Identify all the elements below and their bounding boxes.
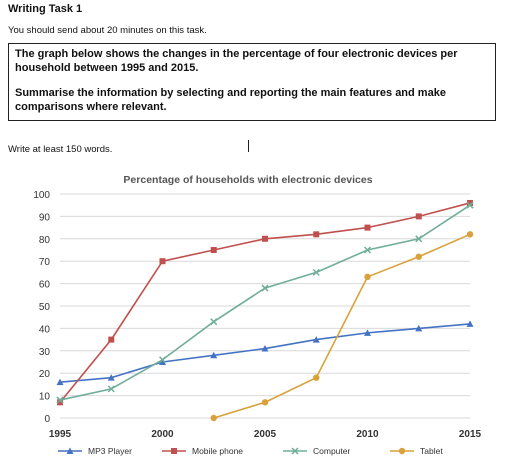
data-point-mp3-player-5 [312,336,320,343]
data-point-computer-5 [312,268,320,276]
data-point-mp3-player-0 [56,378,64,386]
data-point-tablet-4 [261,399,269,406]
data-point-computer-0 [56,396,64,404]
chart-grid [60,193,470,419]
data-point-mp3-player-1 [107,374,115,381]
x-tick-label-2005: 2005 [254,429,277,440]
data-point-mp3-player-4 [261,345,269,352]
data-point-mobile-phone-4 [262,235,268,242]
x-tick-label-2000: 2000 [151,429,174,440]
data-point-mp3-player-8 [466,320,474,327]
data-point-computer-8 [466,201,474,209]
y-tick-label-60: 60 [39,280,51,291]
data-point-tablet-7 [415,253,422,260]
data-point-mp3-player-7 [415,324,423,332]
y-tick-label-70: 70 [39,257,51,268]
chart-title: Percentage of households with electronic… [123,174,372,186]
series-line-computer [59,204,471,401]
data-point-tablet-8 [466,231,474,238]
y-tick-label-30: 30 [39,347,51,358]
data-point-mp3-player-6 [364,329,371,336]
y-tick-label-40: 40 [39,324,51,335]
data-point-mobile-phone-2 [159,258,166,265]
legend-label-computer: Computer [313,446,350,456]
data-point-mobile-phone-7 [415,213,422,220]
prompt-line-1: The graph below shows the changes in the… [15,48,458,60]
prompt-line-5: comparisons where relevant. [15,101,167,113]
legend-marker-computer [291,447,299,455]
data-point-mp3-player-3 [210,351,218,359]
data-point-tablet-6 [364,273,371,281]
data-point-mp3-player-2 [159,358,166,365]
chart-series [56,199,474,422]
legend-marker-mp3-player [66,447,74,454]
legend-marker-tablet [398,447,406,455]
data-point-mobile-phone-8 [467,199,473,206]
data-point-computer-6 [363,246,372,254]
y-tick-label-80: 80 [39,235,51,246]
series-line-tablet [213,233,471,419]
task-intro: You should send about 20 minutes on this… [8,25,207,36]
task-title: Writing Task 1 [8,3,83,15]
legend-label-mp3-player: MP3 Player [88,446,132,456]
data-point-mobile-phone-3 [210,247,217,253]
data-point-mobile-phone-0 [57,399,63,406]
y-tick-label-10: 10 [39,392,51,403]
chart-legend: MP3 Player Mobile phone Computer Tablet [58,446,443,456]
chart-axes: 0 10 20 30 40 50 60 70 80 90 100 1995 2000 2005 2010 20… [33,190,481,440]
legend-marker-mobile-phone [171,448,177,454]
prompt-line-4: Summarise the information by selecting a… [15,87,446,99]
y-tick-label-0: 0 [44,414,50,425]
data-point-computer-1 [107,385,115,393]
x-tick-label-1995: 1995 [49,429,72,440]
prompt-box: The graph below shows the changes in the… [8,43,496,121]
word-count-instruction: Write at least 150 words. [8,144,113,155]
y-tick-label-50: 50 [39,302,51,313]
data-point-mobile-phone-6 [364,224,371,231]
y-tick-label-100: 100 [33,190,50,201]
data-point-computer-3 [210,318,218,326]
data-point-mobile-phone-1 [108,336,115,343]
legend-label-tablet: Tablet [420,446,443,456]
prompt-line-2: household between 1995 and 2015. [15,62,199,74]
text-cursor [248,140,249,152]
y-tick-label-90: 90 [39,212,51,223]
data-point-computer-4 [261,284,269,292]
data-point-tablet-3 [210,414,217,422]
y-tick-label-20: 20 [39,369,51,380]
data-point-computer-7 [415,235,423,243]
data-point-computer-2 [158,356,167,364]
data-point-tablet-5 [313,374,320,381]
data-point-mobile-phone-5 [313,231,320,238]
x-tick-label-2015: 2015 [459,429,482,440]
x-tick-label-2010: 2010 [356,429,379,440]
series-line-mobile-phone [59,202,471,403]
legend-label-mobile-phone: Mobile phone [192,446,243,456]
